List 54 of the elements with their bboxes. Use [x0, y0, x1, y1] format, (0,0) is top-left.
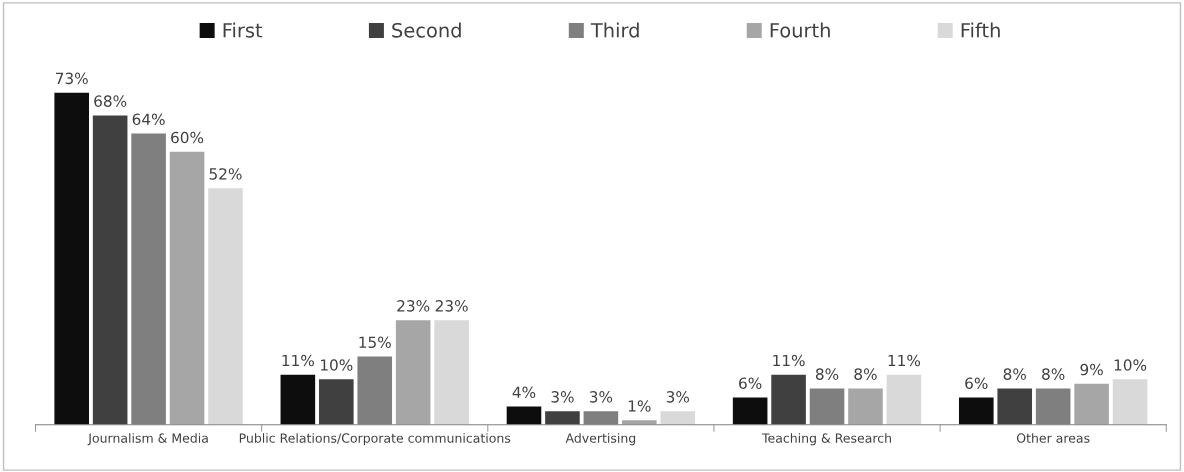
legend-label: Second	[392, 22, 461, 38]
data-label: 1%	[628, 400, 651, 412]
bar	[54, 92, 89, 425]
data-label: 52%	[209, 168, 242, 180]
legend-label: Fifth	[961, 22, 1000, 38]
bar	[958, 397, 994, 425]
data-label: 3%	[551, 391, 574, 403]
data-label: 11%	[282, 354, 314, 367]
data-label: 64%	[132, 113, 165, 126]
bar	[732, 397, 768, 425]
data-label: 8%	[1042, 368, 1065, 380]
x-tick-label: Journalism & Media	[87, 433, 208, 446]
bar	[1074, 383, 1109, 425]
x-tick-label: Advertising	[565, 433, 636, 446]
bar	[318, 379, 354, 425]
data-label: 23%	[435, 300, 468, 312]
bar	[169, 151, 205, 425]
legend-label: First	[223, 22, 263, 38]
bar	[208, 188, 243, 425]
data-label: 3%	[666, 391, 690, 403]
data-label: 23%	[397, 300, 430, 312]
data-label: 8%	[1003, 368, 1026, 380]
bar	[886, 374, 922, 425]
data-label: 10%	[1114, 359, 1147, 371]
bar	[506, 406, 542, 425]
data-label: 11%	[888, 354, 921, 367]
legend-label: Third	[590, 22, 639, 38]
x-tick-label: Teaching & Research	[761, 433, 891, 446]
data-label: 73%	[55, 72, 88, 85]
data-label: 8%	[815, 368, 839, 380]
bar	[997, 388, 1033, 425]
data-label: 9%	[1080, 363, 1103, 376]
data-label: 15%	[359, 336, 391, 349]
x-tick-label: Public Relations/Corporate communications	[239, 433, 511, 446]
x-tick-label: Other areas	[1016, 433, 1090, 443]
legend-label: Fourth	[770, 22, 830, 38]
data-label: 10%	[320, 359, 353, 371]
data-label: 3%	[589, 391, 613, 403]
bar	[280, 374, 316, 425]
data-label: 6%	[739, 377, 762, 389]
data-label: 11%	[773, 354, 805, 367]
bar	[848, 388, 883, 425]
data-label: 4%	[512, 386, 536, 399]
data-label: 8%	[854, 368, 877, 380]
bar	[660, 411, 696, 425]
bar	[771, 374, 806, 425]
data-label: 60%	[171, 131, 204, 144]
bar	[1112, 379, 1148, 425]
bar	[92, 115, 128, 425]
bar	[434, 320, 469, 425]
data-label: 6%	[965, 377, 988, 389]
data-label: 68%	[94, 95, 127, 107]
bar	[545, 411, 580, 425]
bar	[395, 320, 431, 425]
